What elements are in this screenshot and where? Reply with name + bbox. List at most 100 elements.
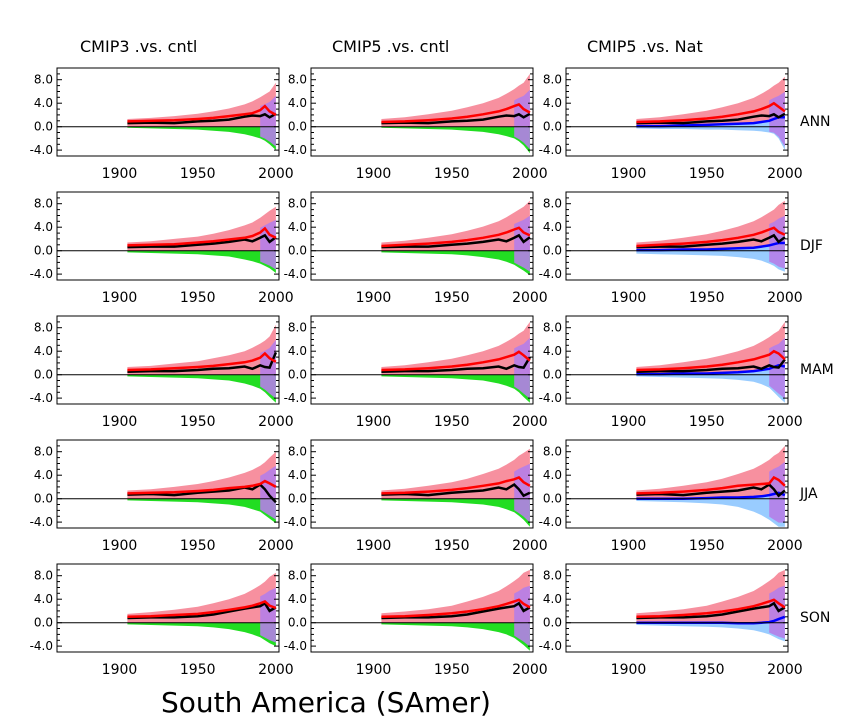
observed-line <box>127 112 277 125</box>
y-tick-label: 0.0 <box>288 492 307 506</box>
forced-mean-line <box>381 226 531 248</box>
y-tick-label: 8.0 <box>34 197 53 211</box>
y-tick-label: -4.0 <box>284 639 307 653</box>
panel-frame <box>565 315 789 405</box>
panel-frame <box>56 67 280 157</box>
plot-area <box>311 321 533 403</box>
y-tick-label: 8.0 <box>34 569 53 583</box>
y-tick-label: -4.0 <box>539 639 562 653</box>
y-tick-label: -4.0 <box>284 143 307 157</box>
x-tick-label: 1950 <box>434 538 470 554</box>
control-range-band <box>127 374 276 403</box>
panel-frame <box>310 563 534 653</box>
x-tick-label: 2000 <box>767 290 803 306</box>
y-tick-label: 8.0 <box>288 321 307 335</box>
y-tick-label: 0.0 <box>34 492 53 506</box>
panel-jja-1: 8.0 4.0 0.0 -4.0 1900 1950 2000 <box>30 439 294 554</box>
x-tick-label: 2000 <box>258 414 294 430</box>
forced-mean-line <box>636 349 786 372</box>
observed-line <box>381 483 531 498</box>
panel-ann-3: 8.0 4.0 0.0 -4.0 1900 1950 2000 <box>539 67 803 182</box>
x-tick-label: 2000 <box>767 166 803 182</box>
y-tick-label: -4.0 <box>284 267 307 281</box>
overlap-band <box>769 585 785 639</box>
plot-area <box>566 445 788 527</box>
y-tick-label: 4.0 <box>543 220 562 234</box>
natural-range-band <box>636 117 785 151</box>
forced-range-band <box>636 76 785 127</box>
panel-frame <box>310 315 534 405</box>
panel-frame <box>56 315 280 405</box>
plot-area <box>566 76 788 151</box>
plot-area <box>311 448 533 527</box>
plot-area <box>57 324 279 403</box>
panel-frame <box>56 439 280 529</box>
x-tick-label: 1900 <box>356 166 392 182</box>
panel-frame <box>56 563 280 653</box>
observed-line <box>127 601 277 620</box>
observed-line <box>127 233 277 249</box>
forced-mean-line <box>127 351 277 372</box>
y-tick-label: 0.0 <box>543 368 562 382</box>
observed-line <box>381 356 531 373</box>
panel-son-2: 8.0 4.0 0.0 -4.0 1900 1950 2000 <box>284 563 548 678</box>
y-tick-label: -4.0 <box>30 515 53 529</box>
natural-mean-line <box>636 116 785 128</box>
y-tick-label: 0.0 <box>543 244 562 258</box>
y-tick-label: 8.0 <box>543 321 562 335</box>
forced-range-band <box>381 200 530 251</box>
y-tick-label: -4.0 <box>30 391 53 405</box>
panel-djf-1: 8.0 4.0 0.0 -4.0 1900 1950 2000 <box>30 191 294 306</box>
x-tick-label: 1950 <box>689 662 725 678</box>
x-tick-label: 1950 <box>689 414 725 430</box>
panel-frame <box>56 191 280 281</box>
x-tick-label: 2000 <box>767 414 803 430</box>
y-tick-label: -4.0 <box>539 391 562 405</box>
y-tick-label: 8.0 <box>543 445 562 459</box>
y-tick-label: -4.0 <box>539 143 562 157</box>
x-tick-label: 1950 <box>689 290 725 306</box>
plot-area <box>566 200 788 272</box>
control-range-band <box>127 126 276 151</box>
x-tick-label: 1900 <box>102 662 138 678</box>
y-tick-label: 8.0 <box>288 73 307 87</box>
y-tick-label: 4.0 <box>288 344 307 358</box>
y-tick-label: 0.0 <box>288 244 307 258</box>
panel-ann-2: 8.0 4.0 0.0 -4.0 1900 1950 2000 <box>284 67 548 182</box>
panel-mam-2: 8.0 4.0 0.0 -4.0 1900 1950 2000 <box>284 315 548 430</box>
panel-frame <box>310 191 534 281</box>
plot-area <box>57 82 279 151</box>
y-tick-label: 4.0 <box>34 468 53 482</box>
x-tick-label: 1950 <box>180 414 216 430</box>
x-tick-label: 1950 <box>689 166 725 182</box>
y-tick-label: 8.0 <box>543 569 562 583</box>
x-tick-label: 1950 <box>180 538 216 554</box>
row-label-ann: ANN <box>800 114 831 130</box>
row-label-mam: MAM <box>800 362 834 378</box>
forced-mean-line <box>127 600 277 619</box>
panel-frame <box>310 439 534 529</box>
x-tick-label: 1950 <box>434 662 470 678</box>
x-tick-label: 1900 <box>611 166 647 182</box>
y-tick-label: 0.0 <box>34 368 53 382</box>
y-tick-label: 8.0 <box>543 197 562 211</box>
y-tick-label: 0.0 <box>543 120 562 134</box>
x-tick-label: 1900 <box>611 414 647 430</box>
x-tick-label: 1900 <box>611 290 647 306</box>
y-tick-label: 4.0 <box>288 96 307 110</box>
plot-area <box>57 572 279 647</box>
control-range-band <box>127 622 276 647</box>
row-label-jja: JJA <box>799 486 818 502</box>
x-tick-label: 1900 <box>611 662 647 678</box>
observed-line <box>381 233 531 249</box>
x-tick-label: 2000 <box>258 290 294 306</box>
x-tick-label: 1950 <box>434 414 470 430</box>
x-tick-label: 2000 <box>767 662 803 678</box>
panel-jja-3: 8.0 4.0 0.0 -4.0 1900 1950 2000 <box>539 439 803 554</box>
panel-frame <box>310 67 534 157</box>
plot-area <box>311 569 533 651</box>
x-tick-label: 1950 <box>434 290 470 306</box>
overlap-band <box>260 95 276 147</box>
x-tick-label: 2000 <box>258 662 294 678</box>
x-tick-label: 1950 <box>180 290 216 306</box>
